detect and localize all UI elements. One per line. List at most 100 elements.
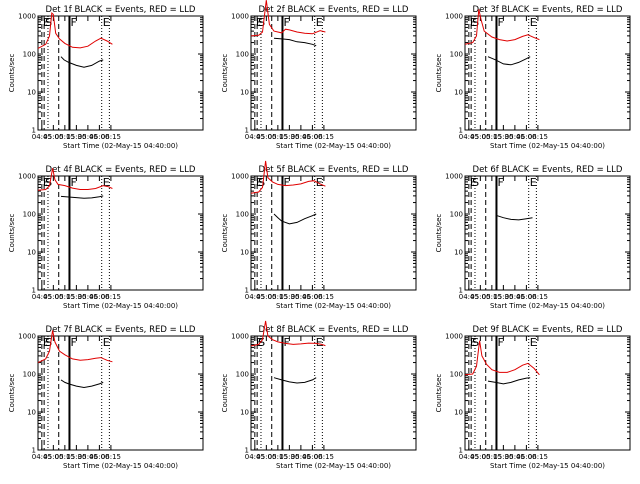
event-marker-label: E (470, 336, 477, 349)
x-tick-label: 05:00 (256, 293, 276, 301)
y-tick-label: 100 (23, 211, 36, 219)
event-marker-label: F (283, 176, 289, 189)
x-tick-label: 05:45 (78, 133, 98, 141)
x-tick-label: 05:45 (505, 133, 525, 141)
x-tick-label: 06:00 (516, 133, 536, 141)
y-tick-label: 1000 (445, 13, 463, 21)
x-tick-label: 05:30 (279, 293, 299, 301)
event-marker-label: E (256, 16, 263, 29)
x-tick-label: 06:00 (89, 293, 109, 301)
y-tick-label: 1000 (18, 13, 36, 21)
event-marker-label: S (472, 336, 479, 349)
event-marker-label: E (43, 16, 50, 29)
x-tick-label: 06:00 (302, 453, 322, 461)
x-tick-label: 04:45 (32, 293, 52, 301)
series-line-lld (250, 320, 326, 347)
event-marker-label: S (45, 336, 52, 349)
x-tick-label: 05:45 (291, 133, 311, 141)
x-tick-label: 04:45 (459, 133, 479, 141)
plot-frame (37, 335, 204, 451)
y-tick-label: 100 (450, 211, 463, 219)
y-axis-label: Counts/sec (8, 374, 16, 413)
x-tick-label: 05:15 (482, 293, 502, 301)
plot-frame (464, 175, 631, 291)
event-marker-label: S (45, 16, 52, 29)
x-tick-label: 06:15 (314, 453, 334, 461)
x-tick-label: 05:30 (66, 133, 86, 141)
x-tick-label: 06:15 (314, 133, 334, 141)
y-axis-label: Counts/sec (8, 214, 16, 253)
series-line-lld (250, 0, 326, 37)
y-tick-label: 10 (27, 89, 36, 97)
y-tick-label: 1 (459, 447, 463, 455)
event-marker-label: S (472, 16, 479, 29)
y-axis-label: Counts/sec (221, 214, 229, 253)
y-tick-label: 1000 (231, 333, 249, 341)
x-tick-label: 05:30 (493, 293, 513, 301)
event-marker-label: F (283, 336, 289, 349)
x-tick-label: 05:45 (78, 293, 98, 301)
x-axis-label: Start Time (02-May-15 04:40:00) (276, 142, 391, 150)
x-tick-label: 05:00 (470, 293, 490, 301)
series-line-events (273, 213, 317, 225)
chart-title: Det 8f BLACK = Events, RED = LLD (259, 325, 409, 335)
series-line-lld (37, 11, 113, 49)
y-axis-label: Counts/sec (8, 54, 16, 93)
event-marker-label: S (472, 176, 479, 189)
series-line-lld (250, 160, 326, 194)
x-tick-label: 04:45 (32, 133, 52, 141)
x-tick-label: 06:00 (516, 293, 536, 301)
series-line-events (497, 215, 533, 221)
x-tick-label: 05:30 (279, 133, 299, 141)
event-marker-label: E (470, 16, 477, 29)
y-tick-label: 100 (236, 211, 249, 219)
event-marker-label: E (530, 16, 537, 29)
chart-title: Det 5f BLACK = Events, RED = LLD (259, 165, 409, 175)
event-marker-label: E (103, 336, 110, 349)
x-tick-label: 04:45 (245, 133, 265, 141)
y-axis-label: Counts/sec (435, 54, 443, 93)
x-tick-label: 05:00 (43, 133, 63, 141)
x-tick-label: 06:15 (314, 293, 334, 301)
y-tick-label: 1 (32, 447, 36, 455)
chart-title: Det 6f BLACK = Events, RED = LLD (473, 165, 623, 175)
y-tick-label: 100 (23, 371, 36, 379)
plot-frame (464, 15, 631, 131)
chart-panel-7: Det 7f BLACK = Events, RED = LLD 1 10 100 10… (8, 325, 204, 470)
event-marker-label: S (45, 176, 52, 189)
x-tick-label: 05:15 (482, 133, 502, 141)
y-tick-label: 10 (27, 409, 36, 417)
x-tick-label: 05:00 (470, 133, 490, 141)
event-marker-label: S (258, 336, 265, 349)
series-line-events (487, 56, 531, 66)
plot-frame (37, 15, 204, 131)
event-marker-label: F (497, 16, 503, 29)
x-tick-label: 05:45 (505, 453, 525, 461)
x-tick-label: 04:45 (459, 453, 479, 461)
y-tick-label: 100 (23, 51, 36, 59)
y-tick-label: 100 (236, 371, 249, 379)
event-marker-label: S (258, 16, 265, 29)
y-tick-label: 100 (450, 51, 463, 59)
event-marker-label: F (283, 16, 289, 29)
series-line-events (487, 377, 531, 385)
x-tick-label: 05:00 (256, 133, 276, 141)
chart-panel-9: Det 9f BLACK = Events, RED = LLD 1 10 100 10… (435, 325, 631, 470)
x-tick-label: 06:15 (528, 453, 548, 461)
x-tick-label: 05:15 (268, 133, 288, 141)
chart-panel-2: Det 2f BLACK = Events, RED = LLD 1 10 100 10… (221, 0, 417, 150)
y-tick-label: 10 (454, 89, 463, 97)
x-tick-label: 05:45 (505, 293, 525, 301)
event-marker-label: E (316, 336, 323, 349)
x-tick-label: 05:15 (268, 293, 288, 301)
event-marker-label: E (316, 16, 323, 29)
x-tick-label: 05:15 (55, 293, 75, 301)
y-tick-label: 100 (450, 371, 463, 379)
series-line-events (60, 56, 104, 68)
event-marker-label: E (316, 176, 323, 189)
y-tick-label: 10 (27, 249, 36, 257)
event-marker-label: F (70, 16, 76, 29)
y-tick-label: 1000 (231, 173, 249, 181)
y-tick-label: 10 (454, 249, 463, 257)
